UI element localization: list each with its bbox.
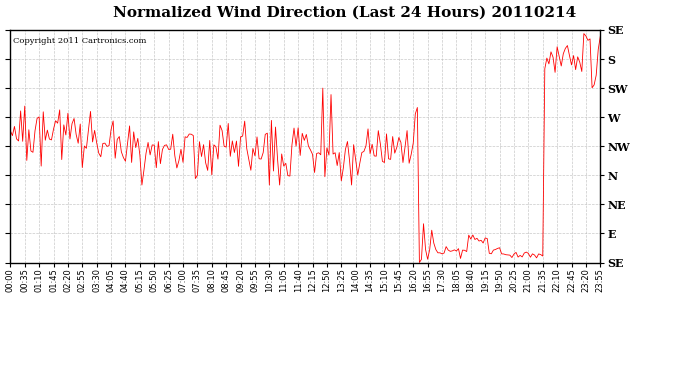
Text: Copyright 2011 Cartronics.com: Copyright 2011 Cartronics.com bbox=[13, 37, 147, 45]
Text: Normalized Wind Direction (Last 24 Hours) 20110214: Normalized Wind Direction (Last 24 Hours… bbox=[113, 6, 577, 20]
